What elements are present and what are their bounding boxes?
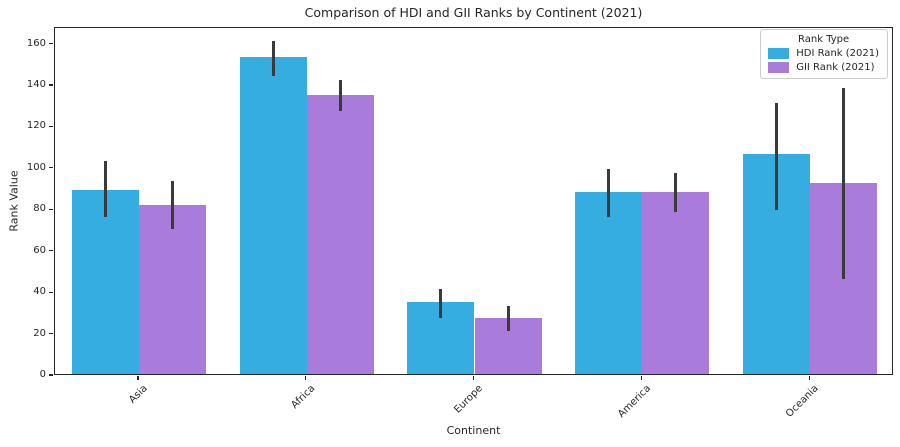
y-tick-mark (49, 42, 53, 45)
y-tick-label: 0 (39, 369, 46, 380)
error-bar-hdi-africa (271, 40, 275, 76)
y-tick-label: 20 (33, 327, 46, 339)
x-tick-mark (640, 376, 642, 380)
y-tick-mark (49, 208, 53, 210)
bar-hdi-america (575, 191, 643, 374)
y-tick-label: 60 (33, 244, 46, 256)
legend: Rank Type HDI Rank (2021) GII Rank (2021… (760, 29, 888, 79)
y-tick-mark (49, 291, 53, 293)
x-tick-label-oceania: Oceania (784, 383, 821, 420)
bar-gii-america (642, 191, 710, 374)
x-tick-label-africa: Africa (289, 383, 318, 411)
y-tick-label: 120 (26, 120, 46, 132)
y-tick-mark (49, 332, 53, 335)
error-bar-gii-asia (171, 181, 174, 229)
y-tick-mark (49, 250, 53, 252)
x-tick-mark (472, 376, 475, 380)
x-tick-mark (137, 376, 139, 380)
error-bar-gii-oceania (842, 88, 846, 279)
x-axis-label: Continent (446, 424, 501, 437)
x-tick-label-america: America (616, 383, 654, 420)
error-bar-gii-europe (506, 305, 510, 331)
y-tick-label: 160 (26, 37, 46, 49)
legend-entry-label: GII Rank (2021) (796, 62, 875, 73)
y-tick-mark (49, 125, 53, 128)
legend-title: Rank Type (798, 34, 850, 45)
y-tick-mark (49, 167, 53, 169)
plot-area (54, 27, 893, 375)
x-tick-label-europe: Europe (452, 383, 486, 416)
y-tick-mark (49, 84, 53, 86)
x-tick-mark (305, 376, 307, 380)
chart-title: Comparison of HDI and GII Ranks by Conti… (304, 5, 643, 20)
x-tick-mark (808, 376, 810, 380)
error-bar-hdi-asia (103, 160, 107, 217)
error-bar-hdi-europe (439, 289, 443, 319)
error-bar-hdi-oceania (775, 102, 778, 211)
y-tick-label: 40 (33, 286, 46, 298)
error-bar-gii-america (674, 173, 678, 213)
hdi-legend-swatch (768, 48, 790, 59)
y-tick-mark (49, 374, 53, 376)
error-bar-hdi-america (607, 169, 611, 217)
legend-entry-hdi: HDI Rank (2021) (768, 48, 879, 59)
legend-entry-label: HDI Rank (2021) (796, 48, 879, 59)
bars-layer (55, 28, 892, 374)
x-tick-label-asia: Asia (127, 383, 150, 406)
y-tick-label: 80 (33, 203, 46, 215)
y-tick-label: 140 (26, 79, 46, 90)
error-bars-layer (55, 28, 892, 374)
bar-hdi-asia (71, 189, 139, 374)
bar-hdi-africa (239, 57, 307, 374)
y-tick-label: 100 (26, 161, 46, 173)
legend-entry-gii: GII Rank (2021) (768, 62, 879, 73)
bar-gii-africa (306, 95, 374, 374)
gii-legend-swatch (768, 62, 790, 73)
error-bar-gii-africa (338, 79, 342, 111)
bar-gii-asia (138, 205, 206, 374)
y-axis-label: Rank Value (7, 170, 21, 232)
